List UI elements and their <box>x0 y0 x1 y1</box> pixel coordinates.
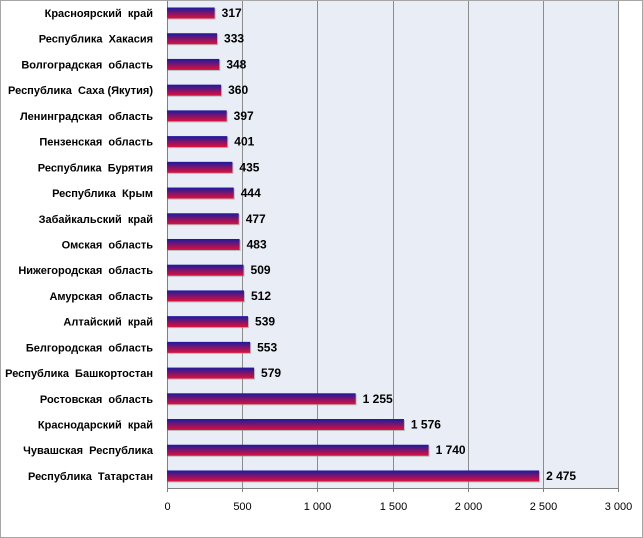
bar <box>167 187 234 199</box>
data-label: 348 <box>226 57 246 71</box>
bar <box>167 58 220 70</box>
x-tick-label: 500 <box>233 501 251 513</box>
category-label: Республика Хакасия <box>39 34 153 46</box>
bar <box>167 290 244 302</box>
bar <box>167 84 222 96</box>
x-tick-label: 1 500 <box>380 501 408 513</box>
bar <box>167 33 218 45</box>
data-label: 512 <box>251 289 271 303</box>
category-label: Алтайский край <box>63 317 153 329</box>
bar <box>167 316 249 328</box>
category-label: Ленинградская область <box>20 111 153 123</box>
data-label: 444 <box>241 186 261 200</box>
data-label: 1 255 <box>363 392 393 406</box>
data-label: 2 475 <box>546 469 576 483</box>
category-label: Амурская область <box>49 291 153 303</box>
bar <box>167 161 233 173</box>
bar <box>167 238 240 250</box>
data-label: 360 <box>228 83 248 97</box>
bars <box>167 7 541 483</box>
bar <box>167 419 404 431</box>
data-label: 401 <box>234 135 254 149</box>
data-label: 483 <box>247 237 267 251</box>
category-label: Белгородская область <box>26 342 153 354</box>
data-label: 477 <box>246 212 266 226</box>
bar <box>167 7 215 19</box>
data-label: 509 <box>251 263 271 277</box>
category-label: Красноярский край <box>45 8 153 20</box>
category-label: Республика Бурятия <box>38 162 153 174</box>
gridlines <box>167 1 619 492</box>
data-label: 553 <box>257 340 277 354</box>
labels: 0 500 1 000 1 500 2 000 2 500 3 000 Красноярски… <box>5 6 632 513</box>
category-label: Республика Татарстан <box>28 471 153 483</box>
bar <box>167 136 228 148</box>
bar <box>167 110 227 122</box>
category-label: Волгоградская область <box>21 59 153 71</box>
x-tick-label: 3 000 <box>605 501 633 513</box>
bar <box>167 264 244 276</box>
x-tick-label: 1 000 <box>304 501 332 513</box>
category-label: Ростовская область <box>40 394 153 406</box>
category-label: Нижегородская область <box>18 265 153 277</box>
x-tick-label: 0 <box>164 501 170 513</box>
data-label: 333 <box>224 32 244 46</box>
category-label: Краснодарский край <box>38 420 153 432</box>
bar <box>167 393 356 405</box>
category-label: Омская область <box>62 239 154 251</box>
bar <box>167 444 429 456</box>
bar <box>167 367 255 379</box>
data-label: 397 <box>234 109 254 123</box>
category-label: Пензенская область <box>39 137 153 149</box>
data-label: 1 740 <box>436 443 466 457</box>
category-label: Забайкальский край <box>39 214 153 226</box>
x-tick-label: 2 500 <box>530 501 558 513</box>
data-label: 1 576 <box>411 418 441 432</box>
category-label: Республика Крым <box>52 188 153 200</box>
category-label: Чувашская Республика <box>23 445 154 457</box>
data-label: 539 <box>255 315 275 329</box>
data-label: 435 <box>239 160 259 174</box>
x-tick-label: 2 000 <box>455 501 483 513</box>
category-label: Республика Саха (Якутия) <box>8 85 153 97</box>
data-label: 579 <box>261 366 281 380</box>
data-label: 317 <box>222 6 242 20</box>
bar <box>167 341 251 353</box>
bar <box>167 470 540 482</box>
category-label: Республика Башкортостан <box>5 368 153 380</box>
bar <box>167 213 239 225</box>
